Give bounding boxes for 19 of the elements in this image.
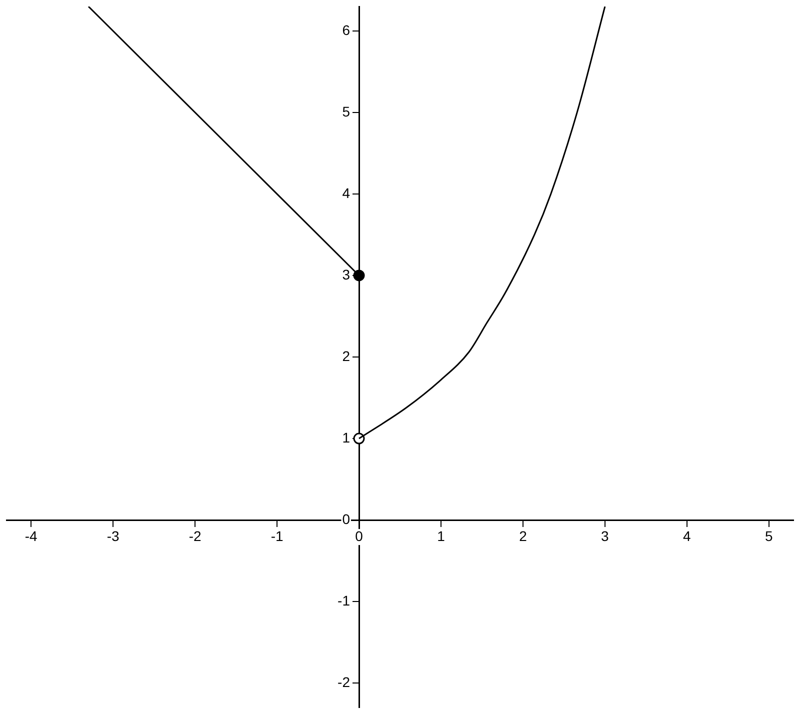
y-tick-label: 0	[342, 510, 350, 527]
y-tick-label: 3	[342, 266, 350, 282]
y-tick-label: 4	[342, 184, 350, 201]
x-tick-label: -4	[24, 528, 38, 544]
y-tick-label: -2	[338, 674, 350, 690]
x-tick-label: 2	[519, 528, 528, 544]
x-tick-label: -1	[270, 528, 284, 544]
x-tick-label: -2	[188, 528, 202, 544]
y-tick-label: 1	[342, 429, 350, 446]
x-tick-label: 0	[355, 528, 364, 544]
x-tick-label: 4	[683, 528, 692, 544]
x-tick-label: 3	[601, 528, 610, 544]
y-tick-label: 5	[342, 103, 350, 120]
y-tick-label: 2	[342, 348, 350, 364]
x-tick-label: -3	[106, 528, 120, 544]
x-tick-label: 1	[437, 528, 446, 544]
y-tick-label: -1	[338, 592, 350, 608]
y-tick-label: 6	[342, 22, 350, 38]
x-tick-label: 5	[765, 528, 774, 544]
